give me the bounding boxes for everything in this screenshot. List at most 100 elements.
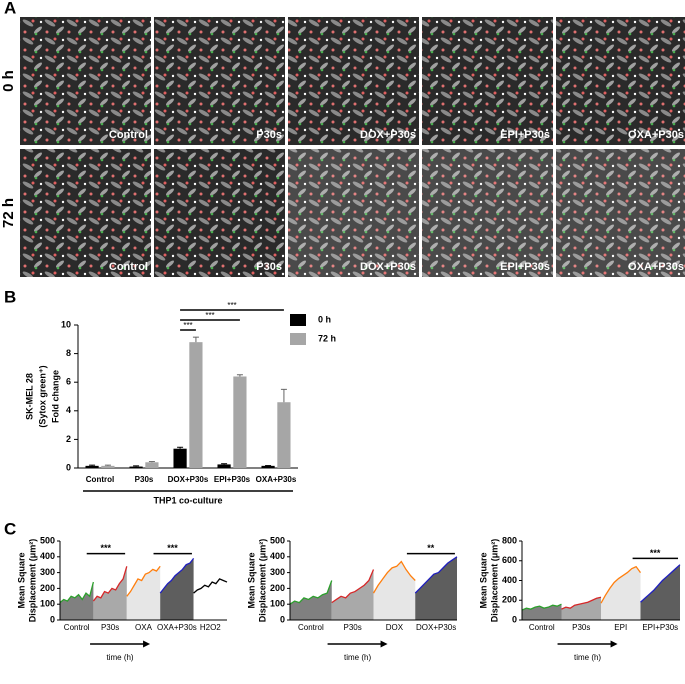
micrograph: [154, 149, 285, 277]
significance-label: ***: [183, 321, 192, 330]
x-tick-label: P30s: [572, 623, 590, 632]
bar: [233, 376, 247, 468]
image-label: EPI+P30s: [500, 129, 550, 141]
msd-line: [561, 596, 602, 610]
panel-label: C: [4, 519, 16, 538]
row-label: 0 h: [0, 70, 17, 92]
y-tick-label: 2: [66, 434, 71, 444]
segment-fill: [522, 604, 562, 620]
y-tick-label: 500: [40, 535, 55, 545]
micrograph: [556, 17, 685, 145]
row-label: 72 h: [0, 198, 17, 228]
msd-line: [289, 580, 333, 605]
significance-label: ***: [650, 548, 661, 558]
segment-fill: [601, 566, 641, 620]
x-tick-label: Control: [64, 623, 90, 632]
y-tick-label: 100: [270, 599, 285, 609]
significance-label: ***: [167, 543, 178, 553]
msd-line: [521, 603, 562, 611]
image-label: OXA+P30s: [628, 261, 684, 273]
x-tick-label: Control: [529, 623, 555, 632]
x-tick-label: EPI: [614, 623, 627, 632]
legend-label: 0 h: [318, 314, 331, 324]
x-tick-label: Control: [86, 475, 114, 484]
x-tick-label: OXA: [135, 623, 153, 632]
x-tick-label: P30s: [135, 475, 154, 484]
y-axis-label: Displacement (μm²): [27, 539, 37, 623]
micrograph: [288, 149, 419, 277]
segment-fill: [160, 558, 194, 620]
msd-line: [92, 566, 128, 602]
segment-fill: [193, 578, 227, 620]
msd-line: [372, 560, 416, 594]
msd-line: [414, 556, 458, 594]
x-tick-label: P30s: [101, 623, 119, 632]
segment-fill: [331, 569, 374, 620]
bar: [189, 342, 203, 468]
x-axis-label: time (h): [344, 653, 371, 662]
image-label: Control: [109, 261, 148, 273]
y-axis-label: Displacement (μm²): [489, 539, 499, 623]
panel-label: A: [4, 0, 16, 17]
y-axis-label: Mean Square: [478, 552, 488, 608]
y-tick-label: 0: [512, 614, 517, 624]
micrograph: [20, 149, 151, 277]
y-tick-label: 300: [270, 567, 285, 577]
msd-line: [159, 557, 195, 594]
x-tick-label: EPI+P30s: [214, 475, 251, 484]
x-tick-label: DOX+P30s: [168, 475, 209, 484]
segment-fill: [93, 566, 127, 620]
micrograph: [556, 149, 685, 277]
segment-fill: [290, 580, 332, 620]
arrow-head: [610, 640, 618, 648]
micrograph: [20, 17, 151, 145]
significance-label: ***: [101, 543, 112, 553]
image-label: DOX+P30s: [360, 129, 416, 141]
micrograph: [422, 149, 553, 277]
micrograph: [288, 17, 419, 145]
y-tick-label: 200: [270, 583, 285, 593]
bar: [173, 448, 187, 468]
y-tick-label: 4: [66, 405, 71, 415]
segment-fill: [60, 582, 94, 620]
msd-line: [59, 581, 95, 604]
x-tick-label: P30s: [344, 623, 362, 632]
bar: [85, 465, 99, 468]
y-axis-label: SK-MEL 28: [24, 373, 34, 420]
segment-fill: [415, 556, 457, 620]
y-axis-label: Mean Square: [16, 552, 26, 608]
x-tick-label: OXA+P30s: [157, 623, 197, 632]
msd-line: [640, 564, 681, 603]
significance-label: ***: [205, 311, 214, 320]
msd-line: [600, 565, 642, 604]
msd-line: [331, 569, 375, 604]
x-tick-label: H2O2: [200, 623, 221, 632]
y-tick-label: 10: [61, 319, 71, 329]
y-tick-label: 300: [40, 567, 55, 577]
x-tick-label: EPI+P30s: [642, 623, 678, 632]
y-tick-label: 200: [40, 583, 55, 593]
x-axis-label: time (h): [106, 653, 133, 662]
image-label: OXA+P30s: [628, 129, 684, 141]
legend-swatch: [290, 314, 306, 326]
y-axis-label: Mean Square: [246, 552, 256, 608]
image-label: EPI+P30s: [500, 261, 550, 273]
y-tick-label: 0: [66, 462, 71, 472]
legend-label: 72 h: [318, 333, 336, 343]
y-axis-label: (Sytox green⁺): [37, 365, 47, 427]
y-tick-label: 800: [502, 535, 517, 545]
x-tick-label: DOX+P30s: [416, 623, 456, 632]
bar: [129, 466, 143, 468]
segment-fill: [640, 564, 680, 620]
micrograph: [154, 17, 285, 145]
segment-fill: [561, 597, 601, 620]
panel-label: B: [4, 287, 16, 306]
bar: [145, 462, 159, 468]
significance-label: ***: [227, 301, 236, 310]
y-tick-label: 100: [40, 599, 55, 609]
bar: [101, 465, 115, 468]
y-tick-label: 0: [280, 614, 285, 624]
y-tick-label: 400: [40, 551, 55, 561]
bar: [261, 465, 275, 468]
